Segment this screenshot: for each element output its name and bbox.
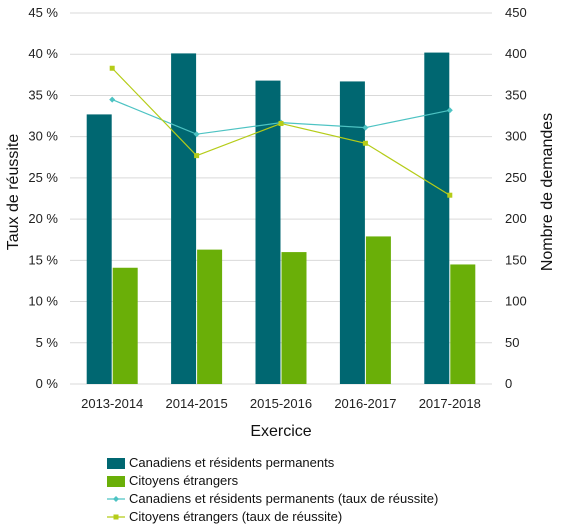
y-right-tick-label: 150: [505, 252, 527, 267]
point-marker: [362, 124, 369, 131]
y-left-tick-label: 10 %: [28, 294, 58, 309]
point-marker: [194, 153, 200, 159]
legend-label: Citoyens étrangers (taux de réussite): [129, 509, 342, 524]
legend-label: Canadiens et résidents permanents (taux …: [129, 491, 438, 506]
y-right-tick-label: 100: [505, 294, 527, 309]
legend-marker: [113, 496, 119, 502]
legend-label: Canadiens et résidents permanents: [129, 455, 335, 470]
legend-swatch-bar: [107, 476, 125, 487]
y-left-tick-label: 20 %: [28, 211, 58, 226]
y-left-tick-label: 15 %: [28, 252, 58, 267]
x-tick-label: 2014-2015: [166, 396, 228, 411]
line-canadiens-taux: [111, 99, 450, 135]
bar-etrangers: [112, 267, 138, 384]
legend-marker: [113, 514, 119, 520]
y-left-tick-label: 45 %: [28, 5, 58, 20]
y-right-tick-label: 400: [505, 46, 527, 61]
y-left-tick-label: 0 %: [36, 376, 59, 391]
y-axis-left-title: Taux de réussite: [5, 134, 22, 251]
bar-etrangers: [450, 264, 476, 384]
bar-canadiens: [339, 81, 365, 384]
bars: [86, 52, 476, 385]
x-tick-label: 2015-2016: [250, 396, 312, 411]
point-marker: [446, 107, 453, 114]
bar-canadiens: [171, 53, 197, 385]
x-axis-title: Exercice: [250, 423, 311, 440]
y-left-tick-label: 30 %: [28, 129, 58, 144]
bar-etrangers: [365, 236, 391, 384]
y-right-tick-label: 50: [505, 335, 519, 350]
point-marker: [109, 96, 116, 103]
y-right-tick-label: 450: [505, 5, 527, 20]
x-tick-label: 2013-2014: [81, 396, 143, 411]
y-right-tick-label: 350: [505, 87, 527, 102]
legend-label: Citoyens étrangers: [129, 473, 239, 488]
line-etrangers-taux: [111, 67, 451, 196]
point-marker: [447, 192, 453, 198]
y-right-tick-label: 300: [505, 129, 527, 144]
x-tick-label: 2016-2017: [334, 396, 396, 411]
legend-swatch-bar: [107, 458, 125, 469]
gridlines: [70, 12, 492, 385]
y-left-tick-label: 35 %: [28, 87, 58, 102]
y-right-tick-label: 200: [505, 211, 527, 226]
tick-labels: 0 % 0 5 % 50 10 % 100 15 % 150 20 % 200 25 % 250 30 …: [28, 5, 526, 411]
y-right-tick-label: 0: [505, 376, 512, 391]
legend: Canadiens et résidents permanents Citoyen…: [107, 455, 438, 524]
bar-etrangers: [197, 249, 223, 384]
point-marker: [193, 131, 200, 138]
y-left-tick-label: 25 %: [28, 170, 58, 185]
x-tick-label: 2017-2018: [419, 396, 481, 411]
y-axis-right-title: Nombre de demandes: [539, 113, 556, 271]
point-marker: [362, 140, 368, 146]
y-left-tick-label: 5 %: [36, 335, 59, 350]
point-marker: [278, 120, 284, 126]
point-marker: [109, 65, 115, 71]
lines: [109, 65, 453, 198]
bar-canadiens: [86, 114, 112, 384]
y-left-tick-label: 40 %: [28, 46, 58, 61]
y-right-tick-label: 250: [505, 170, 527, 185]
bar-etrangers: [281, 252, 307, 384]
bar-canadiens: [424, 52, 450, 384]
